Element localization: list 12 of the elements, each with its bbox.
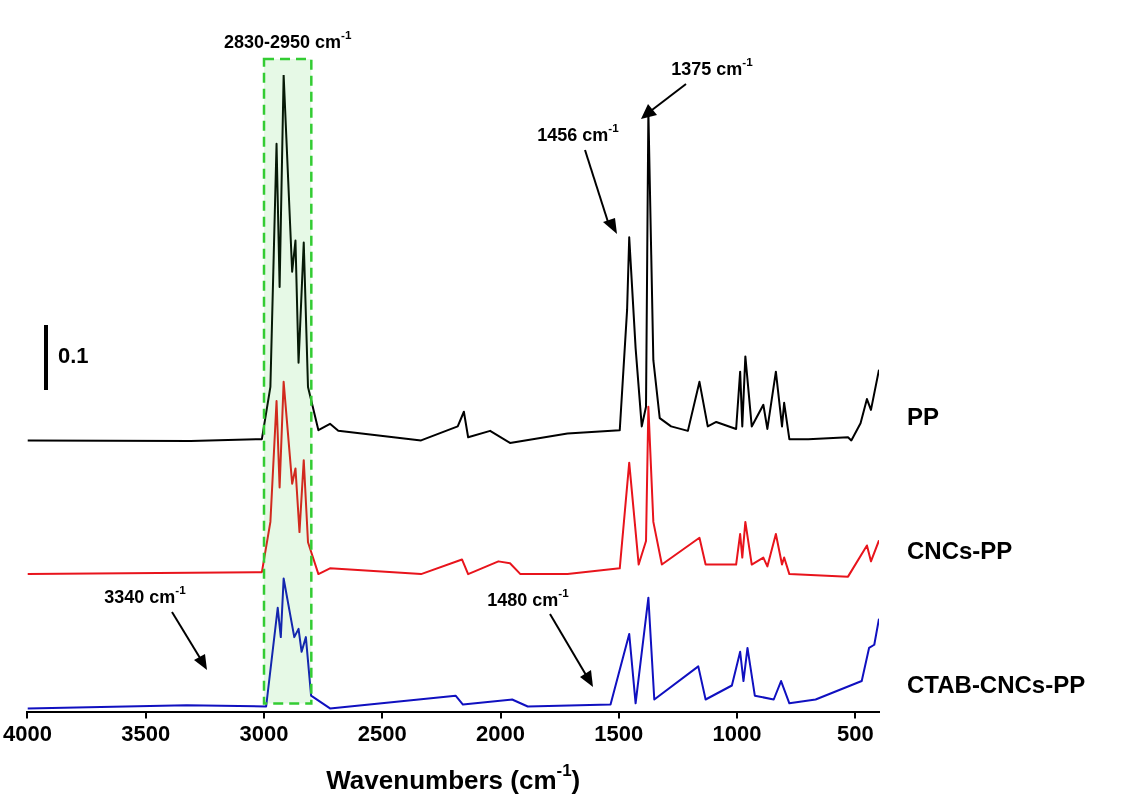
- x-tick-label: 500: [836, 720, 874, 746]
- series-label: CNCs-PP: [907, 536, 1013, 564]
- x-tick-label: 2000: [476, 720, 526, 746]
- series-label: CTAB-CNCs-PP: [907, 671, 1086, 699]
- x-tick-label: 1500: [594, 720, 644, 746]
- x-tick-label: 2500: [357, 720, 407, 746]
- x-tick-label: 4000: [2, 720, 52, 746]
- x-tick-label: 3500: [121, 720, 171, 746]
- series-label: PP: [907, 403, 940, 431]
- x-tick-label: 3000: [239, 720, 289, 746]
- x-tick-label: 1000: [712, 720, 762, 746]
- annotation: 0.1: [58, 343, 89, 369]
